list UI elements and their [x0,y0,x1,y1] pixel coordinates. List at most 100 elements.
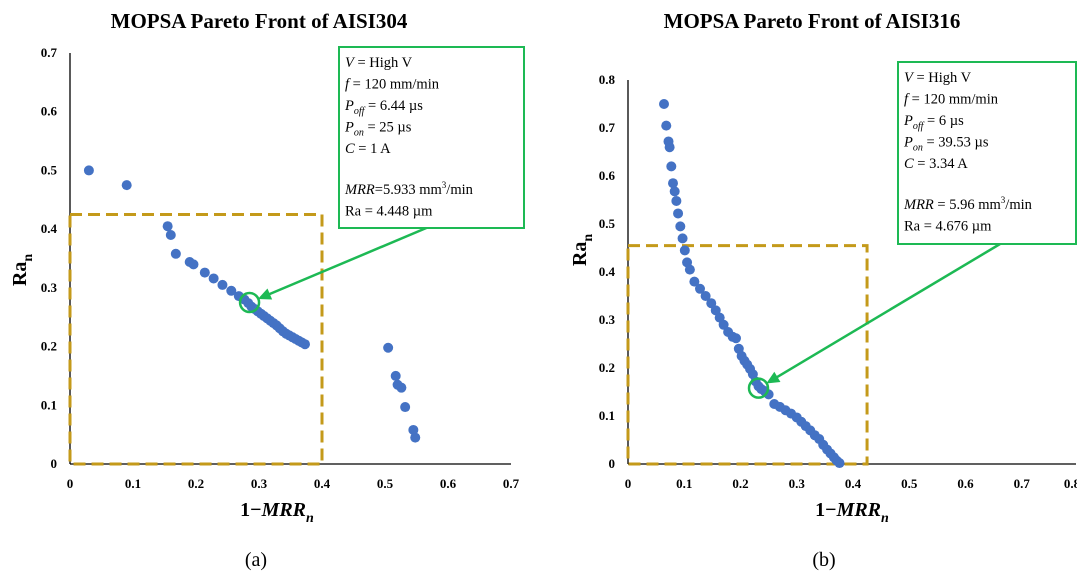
data-point [668,178,678,189]
annotation-line: Ra = 4.448 µm [345,203,433,219]
y-tick-label: 0.7 [599,120,616,135]
data-point [188,259,199,270]
chart-title: MOPSA Pareto Front of AISI304 [111,9,408,33]
y-tick-label: 0.1 [41,397,57,412]
y-tick-label: 0 [609,456,616,471]
y-tick-label: 0.3 [599,312,616,327]
arrow-line [266,224,432,297]
dashed-region-box [68,212,324,466]
data-point [700,291,711,301]
data-point [208,273,219,284]
data-point [121,180,132,191]
data-point [162,221,173,232]
data-point [199,267,210,278]
x-tick-label: 0.7 [1014,476,1031,491]
x-tick-label: 0.1 [125,476,141,491]
x-tick-label: 0.2 [732,476,748,491]
x-tick-label: 0 [67,476,74,491]
y-tick-label: 0.8 [599,72,616,87]
data-point [673,208,684,219]
x-tick-label: 0.7 [503,476,520,491]
data-point [671,195,682,206]
data-point [170,248,181,259]
x-tick-label: 0.5 [377,476,394,491]
y-tick-label: 0.4 [599,264,616,279]
y-tick-label: 0 [51,456,58,471]
data-point [679,245,690,256]
y-axis-label: Ran [9,254,36,286]
annotation-line: C = 1 A [345,141,391,157]
arrow-head [257,288,273,300]
arrow-head [766,371,781,384]
data-point [664,142,675,153]
data-point [396,382,407,393]
data-point [659,99,669,109]
x-tick-label: 0.8 [1064,476,1077,491]
y-tick-label: 0.5 [599,216,616,231]
panel-label-b: (b) [812,549,835,571]
data-point [695,283,705,294]
annotation-line: MRR=5.933 mm3/min [344,180,474,198]
annotation-line: f = 120 mm/min [345,77,440,93]
data-point [400,402,411,413]
chart-panel-a: MOPSA Pareto Front of AISI304 0 0.1 0.2 0.3 0… [9,9,525,526]
x-tick-label: 0.6 [440,476,457,491]
x-tick-label: 0.4 [845,476,862,491]
data-point [834,458,845,469]
x-tick-label: 0.5 [901,476,918,491]
annotation-line: C = 3.34 A [904,156,968,172]
annotation-line: Pon = 25 µs [344,120,412,139]
y-tick-label: 0.4 [41,221,58,236]
x-tick-label: 0.3 [251,476,268,491]
data-point [689,276,700,287]
annotation-line: Poff = 6.44 µs [344,98,423,117]
annotation-line: V = High V [904,70,972,86]
y-tick-label: 0.2 [599,360,615,375]
data-point [390,370,401,381]
annotation-line: Ra = 4.676 µm [904,218,992,234]
y-tick-label: 0.1 [599,408,615,423]
y-tick-label: 0.2 [41,339,57,354]
x-tick-label: 0.3 [789,476,806,491]
x-tick-label: 0.4 [314,476,331,491]
highlight-circle [238,291,261,314]
chart-panel-b: MOPSA Pareto Front of AISI316 0 0.1 0.2 0.3 0… [569,9,1077,526]
data-point [666,161,677,172]
annotation-line: V = High V [345,55,413,71]
panel-label-a: (a) [245,549,267,571]
chart-title: MOPSA Pareto Front of AISI316 [664,9,961,33]
highlight-circle [747,377,770,399]
data-point [217,279,228,290]
y-tick-label: 0.7 [41,45,58,60]
y-tick-label: 0.6 [41,104,58,119]
data-point [383,342,394,353]
y-tick-label: 0.5 [41,162,58,177]
y-tick-label: 0.6 [599,168,616,183]
x-axis-label: 1−MRRn [240,499,314,526]
y-axis-label: Ran [569,234,596,266]
data-point [706,298,717,309]
data-point [408,424,419,435]
data-point [83,165,94,176]
annotation-line: Pon = 39.53 µs [903,135,989,154]
x-tick-label: 0.2 [188,476,204,491]
data-point [718,319,729,330]
data-point [675,221,686,232]
data-point [299,339,310,350]
annotation-line: Poff = 6 µs [903,113,964,132]
data-point [731,333,741,344]
data-point [669,186,680,197]
dashed-region-box [626,244,869,466]
x-tick-label: 0.6 [957,476,974,491]
x-tick-label: 0.1 [676,476,692,491]
annotation-box [897,61,1077,245]
data-point [410,432,421,443]
y-tick-label: 0.3 [41,280,58,295]
x-axis-label: 1−MRRn [815,499,889,526]
data-point [226,285,237,296]
arrow-line [774,242,1001,380]
annotation-box [338,46,525,229]
data-point [165,230,176,241]
data-point [661,120,672,131]
